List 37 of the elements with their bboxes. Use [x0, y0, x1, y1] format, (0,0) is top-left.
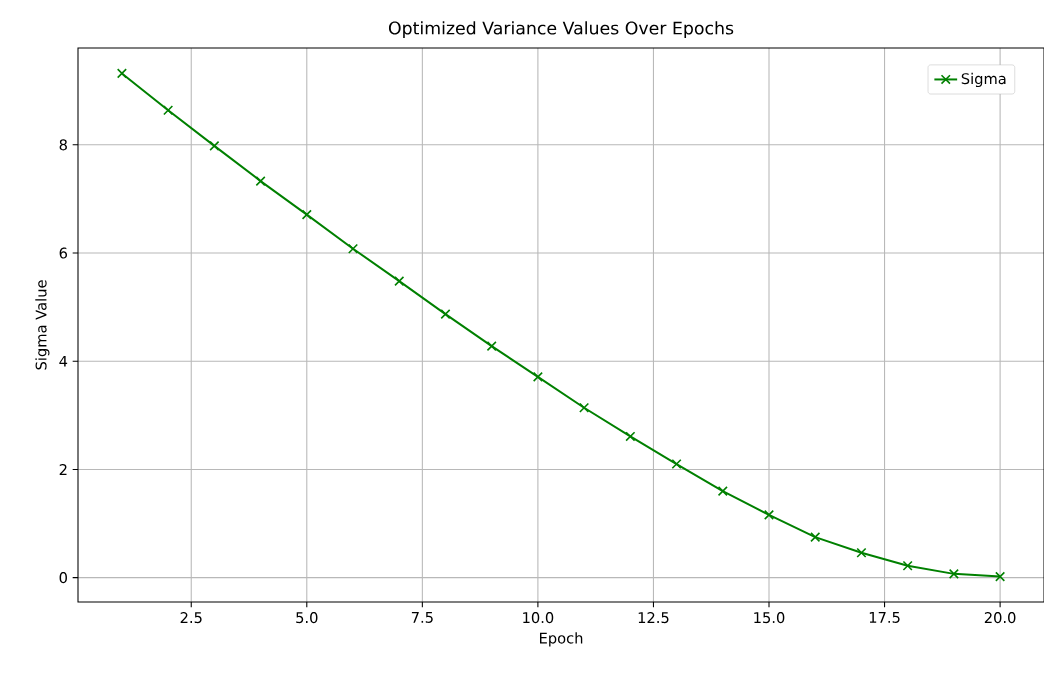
y-tick-label: 4: [59, 355, 68, 367]
point: [394, 276, 405, 287]
point: [347, 243, 359, 254]
point: [995, 571, 1006, 582]
y-axis-title: Sigma Value: [35, 280, 50, 370]
point: [717, 486, 728, 497]
x-tick-label: 17.5: [869, 612, 900, 623]
point: [948, 568, 959, 579]
point: [301, 209, 312, 220]
point: [902, 560, 913, 571]
x-tick-label: 7.5: [411, 612, 433, 623]
x-axis-title: Epoch: [540, 632, 583, 647]
legend-label: Sigma: [961, 72, 1006, 88]
point: [532, 371, 543, 382]
point: [255, 176, 266, 187]
y-tick-label: 0: [59, 572, 67, 584]
point: [209, 140, 220, 151]
point: [163, 105, 174, 116]
y-tick-label: 6: [59, 247, 68, 259]
point: [116, 68, 127, 79]
point: [440, 309, 451, 320]
point: [486, 341, 497, 352]
x-tick-label: 15.0: [754, 612, 785, 624]
point: [625, 431, 636, 442]
y-tick-label: 8: [59, 139, 67, 151]
chart-title: Optimized Variance Values Over Epochs: [388, 21, 734, 38]
point: [856, 547, 867, 558]
y-tick-label: 2: [59, 464, 67, 475]
point: [810, 532, 821, 543]
point: [671, 459, 682, 470]
x-tick-label: 5.0: [296, 612, 318, 624]
x-tick-label: 2.5: [180, 612, 202, 624]
point: [763, 509, 775, 520]
x-tick-label: 20.0: [984, 612, 1016, 624]
x-tick-label: 10.0: [523, 612, 554, 624]
x-tick-label: 12.5: [638, 612, 669, 624]
point: [579, 402, 590, 413]
